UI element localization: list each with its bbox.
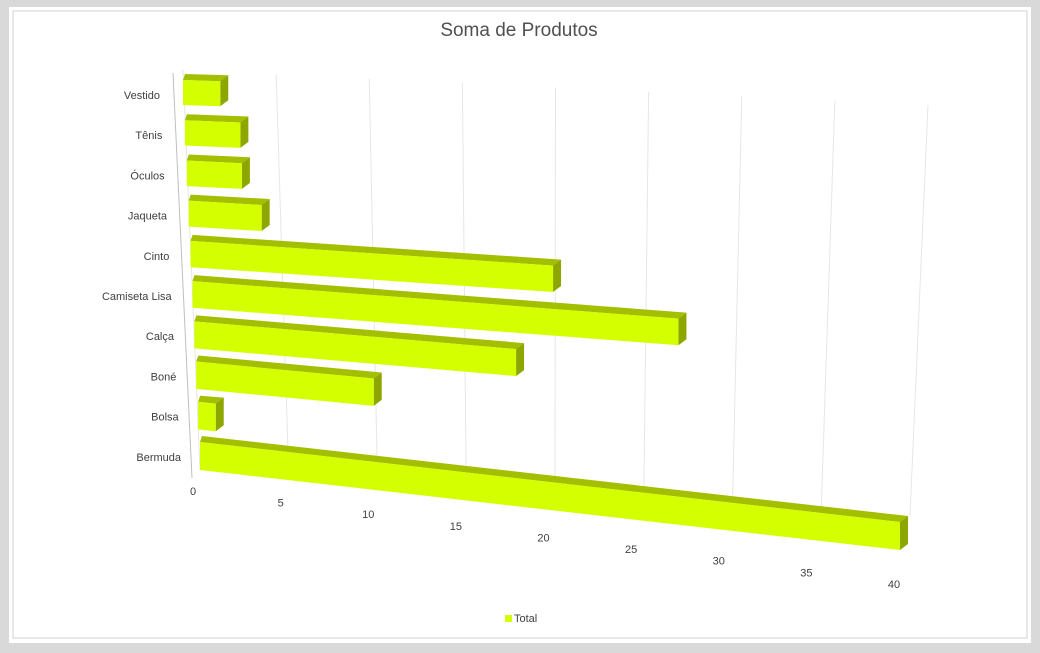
bar-top	[200, 436, 908, 522]
bar-side	[240, 116, 249, 148]
legend-swatch	[505, 615, 512, 622]
bar-top	[198, 395, 224, 404]
grid-line	[820, 100, 836, 510]
legend-label: Total	[514, 613, 537, 625]
bar-side	[220, 75, 229, 107]
y-tick-label: Vestido	[124, 90, 160, 102]
grid-line	[909, 104, 929, 516]
plot-border	[12, 10, 1028, 639]
grid-line	[732, 96, 743, 504]
bar-top	[184, 114, 249, 123]
bar-side	[373, 372, 382, 406]
bar-side	[516, 343, 525, 377]
bar-side	[553, 259, 562, 292]
grid-line	[643, 91, 650, 499]
y-tick-label: Tênis	[135, 130, 162, 142]
bar-top	[196, 355, 382, 379]
bar	[196, 361, 374, 406]
y-tick-label: Boné	[151, 371, 177, 383]
x-tick-label: 0	[190, 486, 196, 498]
x-tick-label: 30	[713, 556, 725, 568]
bar	[190, 240, 554, 292]
bar-side	[241, 157, 250, 189]
bar-side	[900, 516, 908, 550]
grid-line	[275, 74, 290, 476]
chart-title: Soma de Produtos	[440, 20, 597, 41]
x-tick-label: 5	[278, 498, 284, 510]
bar-top	[194, 315, 525, 350]
bar	[194, 321, 517, 377]
bar-top	[190, 234, 562, 266]
y-tick-label: Óculos	[130, 169, 165, 182]
bar-side	[261, 199, 270, 231]
x-tick-label: 15	[450, 521, 462, 533]
bar-top	[192, 275, 687, 319]
bar	[200, 442, 900, 550]
x-tick-label: 10	[362, 509, 374, 521]
y-tick-label: Bermuda	[136, 452, 182, 464]
bar	[186, 160, 242, 189]
bar-top	[183, 74, 229, 82]
y-tick-label: Camiseta Lisa	[102, 291, 173, 303]
bar-side	[678, 312, 687, 346]
bar-top	[188, 194, 270, 205]
bar	[192, 281, 679, 346]
y-tick-label: Bolsa	[151, 412, 179, 424]
bar	[188, 200, 262, 231]
grid-line	[368, 78, 378, 482]
x-tick-label: 25	[625, 544, 637, 556]
y-tick-label: Calça	[146, 331, 175, 343]
bar-top	[186, 154, 250, 164]
x-tick-label: 40	[888, 579, 900, 591]
x-tick-label: 20	[537, 532, 549, 544]
x-tick-label: 35	[800, 567, 812, 579]
bar	[183, 80, 221, 107]
bar-side	[215, 397, 224, 432]
category-axis	[172, 72, 193, 479]
bar	[198, 401, 216, 432]
y-tick-label: Jaqueta	[128, 211, 168, 223]
y-tick-label: Cinto	[144, 251, 170, 263]
bar	[184, 120, 241, 148]
